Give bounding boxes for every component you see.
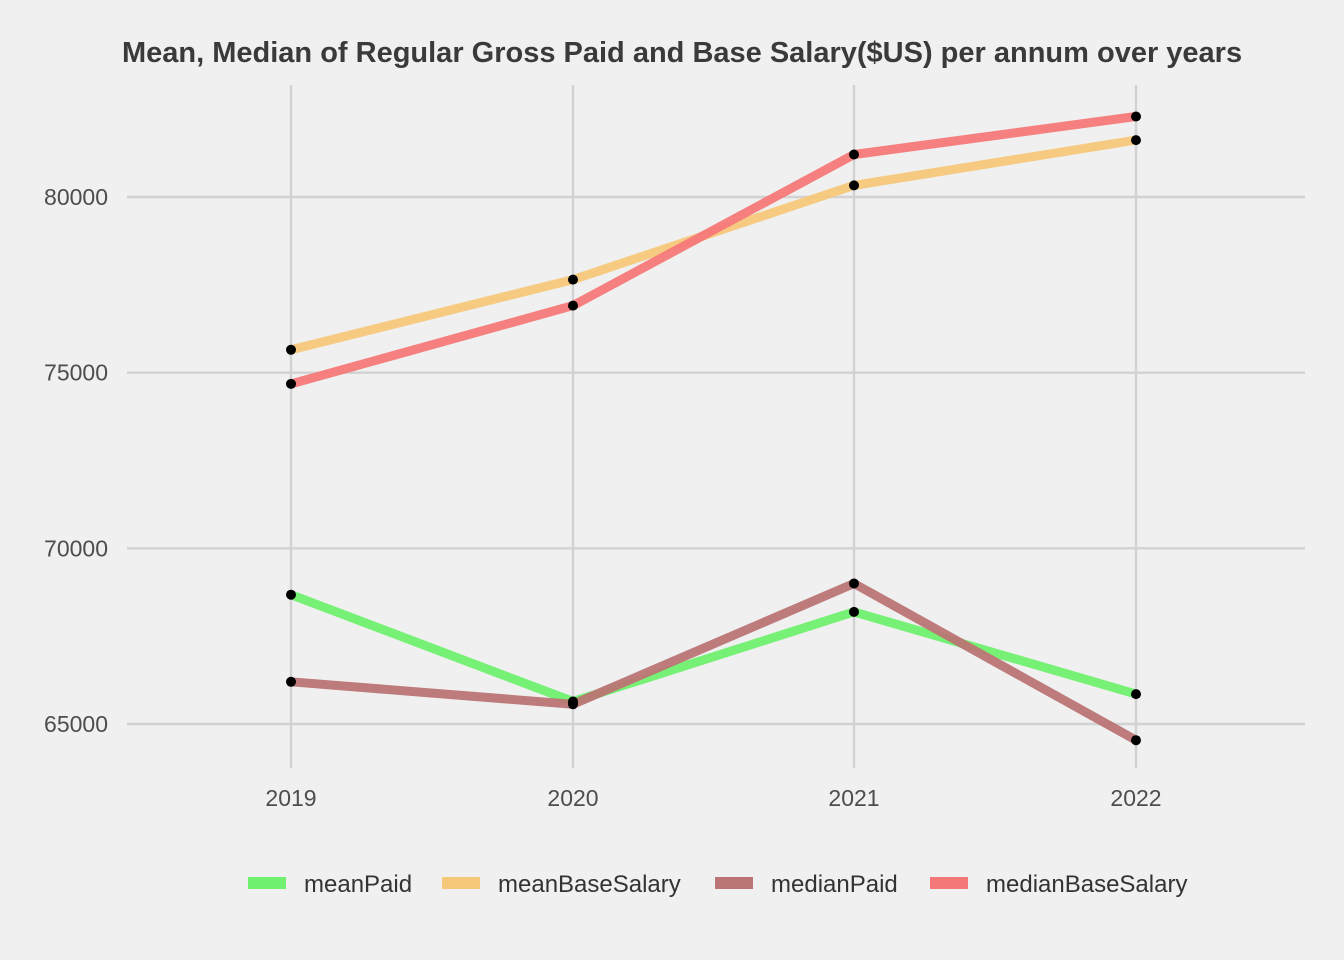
y-tick-label: 65000 [44, 711, 108, 737]
x-tick-label: 2021 [828, 785, 879, 811]
y-tick-label: 75000 [44, 360, 108, 386]
data-point [849, 180, 859, 191]
y-axis-ticks: 65000 70000 75000 80000 [44, 184, 108, 737]
data-point [568, 300, 578, 311]
series-lines [289, 112, 1139, 745]
data-point [1131, 689, 1141, 700]
data-point [1131, 735, 1141, 746]
legend: meanPaid meanBaseSalary medianPaid medianBa… [248, 871, 1187, 898]
series-line-medianPaid [290, 579, 1139, 745]
x-tick-label: 2022 [1110, 785, 1161, 811]
data-point [849, 578, 859, 589]
data-point [286, 589, 296, 600]
data-point [568, 274, 578, 285]
data-points [286, 111, 1141, 746]
data-point [568, 699, 578, 710]
legend-label-medianPaid: medianPaid [771, 871, 898, 898]
data-point [849, 606, 859, 617]
y-tick-label: 70000 [44, 535, 108, 561]
data-point [849, 149, 859, 160]
data-point [286, 676, 296, 687]
series-line-meanPaid [289, 590, 1138, 706]
legend-label-meanBaseSalary: meanBaseSalary [498, 871, 681, 898]
data-point [1131, 135, 1141, 146]
chart-title: Mean, Median of Regular Gross Paid and B… [122, 37, 1242, 69]
x-tick-label: 2019 [265, 785, 316, 811]
data-point [1131, 111, 1141, 122]
data-point [286, 344, 296, 355]
x-tick-label: 2020 [547, 785, 598, 811]
x-axis-ticks: 2019 2020 2021 2022 [265, 785, 1161, 811]
legend-label-medianBaseSalary: medianBaseSalary [986, 871, 1187, 898]
grid [127, 85, 1305, 768]
series-line-meanBaseSalary [289, 135, 1137, 355]
data-point [286, 378, 296, 389]
y-tick-label: 80000 [44, 184, 108, 210]
legend-label-meanPaid: meanPaid [304, 871, 412, 898]
series-line-medianBaseSalary [289, 112, 1137, 389]
